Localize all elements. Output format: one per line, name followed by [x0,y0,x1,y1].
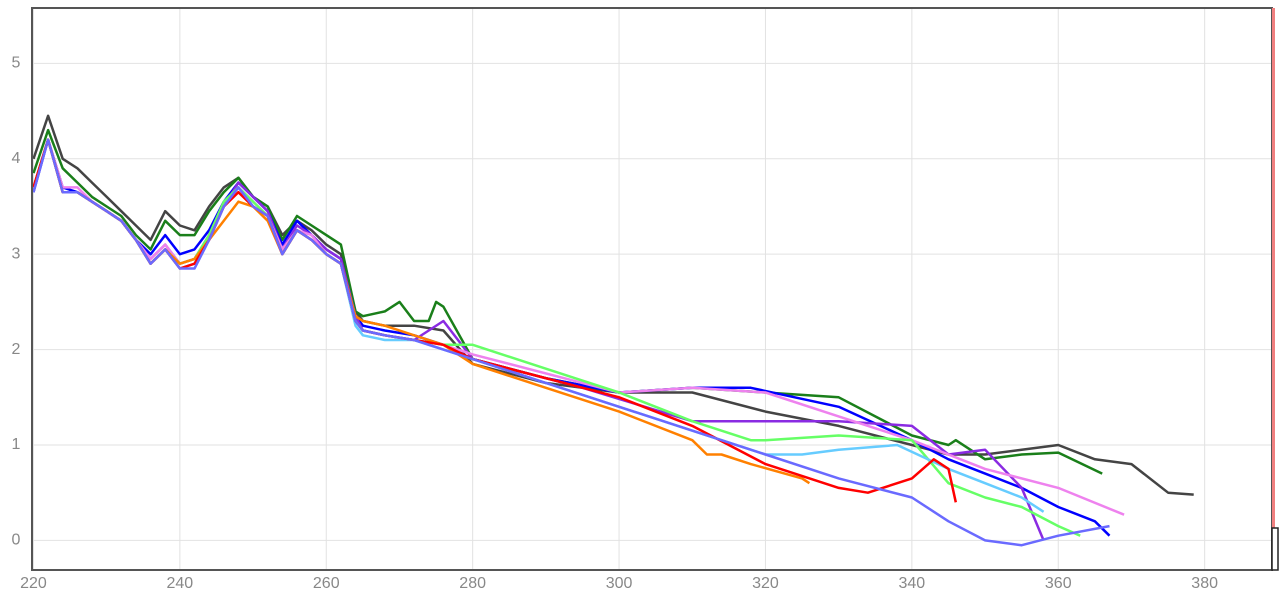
x-tick-label: 340 [899,575,926,592]
x-tick-label: 360 [1045,575,1072,592]
x-tick-label: 220 [20,575,47,592]
x-tick-label: 240 [167,575,194,592]
scroll-handle[interactable] [1271,527,1279,571]
lines [32,114,1194,547]
y-tick-label: 3 [12,245,21,262]
x-tick-label: 280 [459,575,486,592]
x-tick-label: 300 [606,575,633,592]
y-tick-label: 0 [12,532,21,549]
series-line [32,138,1110,547]
x-tick-label: 260 [313,575,340,592]
grid [32,8,1272,570]
series-line [32,128,1103,475]
plot-area [32,8,1272,570]
ticks: 0 1 2 3 4 5 220 240 260 280 300 320 340 360 380 [12,55,1219,593]
y-tick-label: 1 [12,436,21,453]
y-tick-label: 2 [12,341,21,358]
x-tick-label: 380 [1191,575,1218,592]
y-tick-label: 4 [12,150,21,167]
y-tick-label: 5 [12,55,21,72]
x-tick-label: 320 [752,575,779,592]
